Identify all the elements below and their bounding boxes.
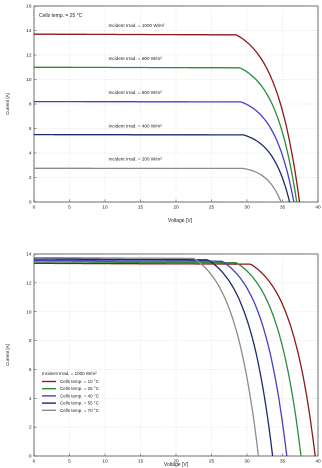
y-tick-label: 10 xyxy=(26,77,32,83)
y-axis-label: Current [A] xyxy=(5,344,10,366)
x-tick-label: 10 xyxy=(102,459,108,465)
y-tick-label: 14 xyxy=(26,28,32,34)
legend-title: Incident Irrad. = 1000 W/m² xyxy=(42,371,97,376)
x-tick-label: 0 xyxy=(33,459,36,465)
y-axis-label: Current [A] xyxy=(5,93,10,115)
series-line-4 xyxy=(34,167,282,203)
legend-entry-2: Cells temp. = 40 °C xyxy=(60,393,100,398)
y-tick-label: 0 xyxy=(29,454,32,460)
series-line-2 xyxy=(34,259,288,457)
x-tick-label: 25 xyxy=(209,205,215,211)
series-line-4 xyxy=(34,256,260,457)
curve-label-2: Incident Irrad. = 600 W/m² xyxy=(109,90,163,95)
series-line-1 xyxy=(34,66,298,203)
y-tick-label: 10 xyxy=(26,309,32,315)
y-tick-label: 12 xyxy=(26,53,32,59)
x-tick-label: 5 xyxy=(68,205,71,211)
y-tick-label: 8 xyxy=(29,338,32,344)
series-lines xyxy=(34,33,301,203)
series-line-0 xyxy=(34,262,316,457)
series-line-1 xyxy=(34,261,302,457)
series-line-3 xyxy=(34,258,274,457)
temperature-iv-chart: 0 5 10 15 20 25 30 35 40 0 2 4 6 8 10 12 14 Incident Irr… xyxy=(5,252,321,468)
y-tick-label: 4 xyxy=(29,151,32,157)
y-tick-label: 14 xyxy=(26,252,32,258)
irradiance-iv-chart: 0 5 10 15 20 25 30 35 40 0 2 4 6 8 10 12 14 16 Cells temp… xyxy=(5,4,321,224)
x-axis-label: Voltage [V] xyxy=(164,462,189,468)
y-tick-label: 0 xyxy=(29,200,32,206)
x-tick-label: 40 xyxy=(315,459,321,465)
x-tick-label: 30 xyxy=(244,205,250,211)
legend-entry-0: Cells temp. = 10 °C xyxy=(60,379,100,384)
y-tick-label: 4 xyxy=(29,396,32,402)
tick-labels: 0 5 10 15 20 25 30 35 40 0 2 4 6 8 10 12 14 16 xyxy=(26,4,321,211)
y-tick-label: 6 xyxy=(29,367,32,373)
y-tick-label: 12 xyxy=(26,280,32,286)
x-tick-label: 35 xyxy=(280,205,286,211)
y-tick-label: 2 xyxy=(29,425,32,431)
curve-label-4: Incident Irrad. = 200 W/m² xyxy=(109,156,163,161)
x-tick-label: 5 xyxy=(68,459,71,465)
tick-labels: 0 5 10 15 20 25 30 35 40 0 2 4 6 8 10 12 14 xyxy=(26,252,321,465)
x-tick-label: 20 xyxy=(173,459,179,465)
series-line-0 xyxy=(34,33,301,203)
x-tick-label: 0 xyxy=(33,205,36,211)
curve-label-3: Incident Irrad. = 400 W/m² xyxy=(109,123,163,128)
y-tick-label: 6 xyxy=(29,126,32,132)
series-line-2 xyxy=(34,100,295,203)
curve-labels: Incident Irrad. = 1000 W/m² Incident Irra… xyxy=(109,23,165,162)
x-tick-label: 35 xyxy=(280,459,286,465)
x-tick-label: 25 xyxy=(209,459,215,465)
curve-label-1: Incident Irrad. = 800 W/m² xyxy=(109,56,163,61)
x-tick-label: 15 xyxy=(138,459,144,465)
legend-entry-1: Cells temp. = 25 °C xyxy=(60,386,100,391)
legend: Incident Irrad. = 1000 W/m² Cells temp. … xyxy=(42,371,100,413)
series-lines xyxy=(34,256,316,457)
annotation: Cells temp. = 25 °C xyxy=(39,13,83,19)
y-tick-label: 2 xyxy=(29,175,32,181)
legend-entry-4: Cells temp. = 70 °C xyxy=(60,408,100,413)
grid xyxy=(33,5,319,203)
y-tick-label: 8 xyxy=(29,102,32,108)
x-tick-label: 10 xyxy=(102,205,108,211)
x-tick-label: 15 xyxy=(138,205,144,211)
y-tick-label: 16 xyxy=(26,4,32,10)
x-axis-label: Voltage [V] xyxy=(168,218,193,224)
legend-entry-3: Cells temp. = 55 °C xyxy=(60,401,100,406)
x-tick-label: 40 xyxy=(315,205,321,211)
x-tick-label: 30 xyxy=(244,459,250,465)
series-line-3 xyxy=(34,133,291,203)
x-tick-label: 20 xyxy=(173,205,179,211)
curve-label-0: Incident Irrad. = 1000 W/m² xyxy=(109,23,165,28)
